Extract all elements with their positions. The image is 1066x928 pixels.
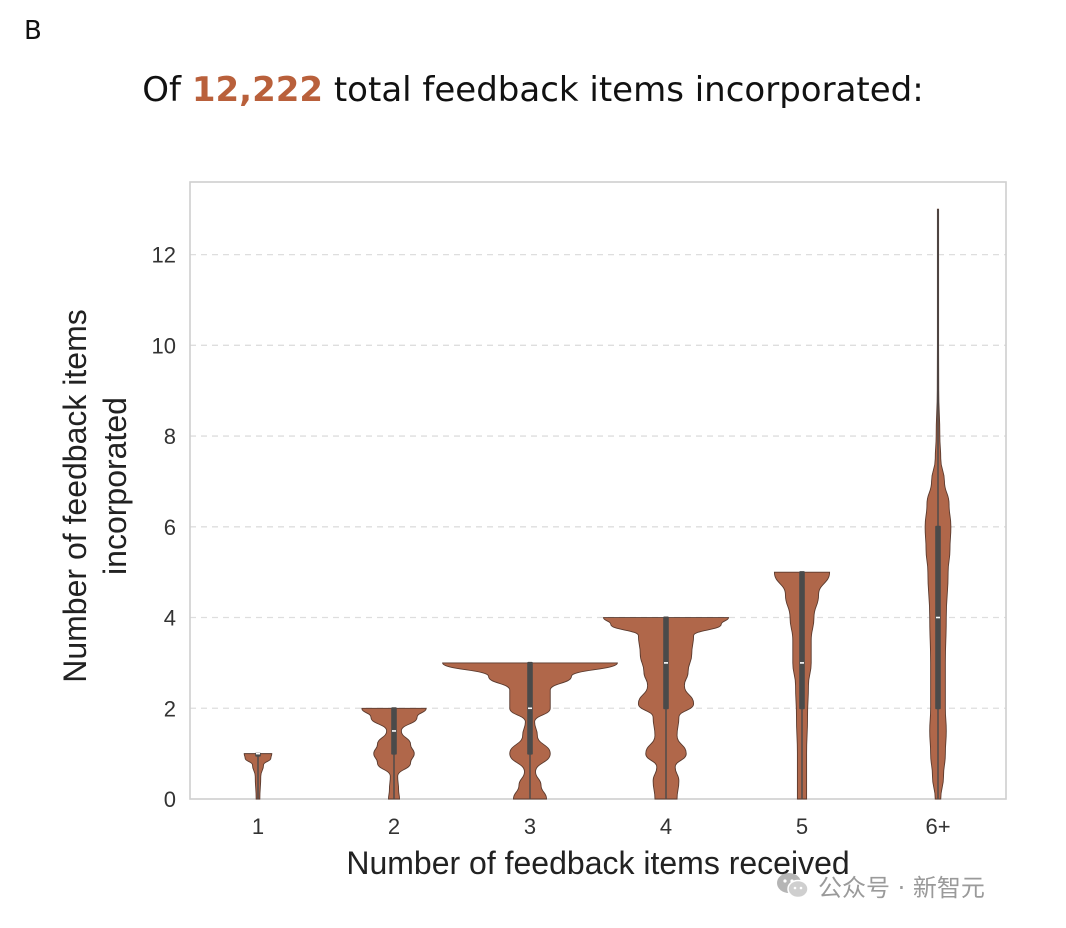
- violin-iqr-5: [799, 571, 805, 710]
- y-tick-label-2: 2: [164, 696, 176, 721]
- violins: [243, 208, 952, 800]
- y-axis-label-line1: Number of feedback items: [57, 309, 93, 683]
- y-tick-label-4: 4: [164, 606, 176, 631]
- x-tick-label-3: 3: [524, 814, 536, 839]
- x-axis-label: Number of feedback items received: [346, 845, 849, 881]
- y-tick-label-6: 6: [164, 515, 176, 540]
- panel-label: B: [24, 16, 42, 46]
- x-tick-label-5: 5: [796, 814, 808, 839]
- x-tick-label-6+: 6+: [925, 814, 950, 839]
- y-tick-label-10: 10: [152, 333, 176, 358]
- watermark-text: 公众号 · 新智元: [818, 874, 985, 902]
- y-tick-label-0: 0: [164, 787, 176, 812]
- watermark: 公众号 · 新智元: [776, 868, 985, 903]
- wechat-icon: [777, 872, 809, 898]
- x-tick-label-2: 2: [388, 814, 400, 839]
- chart-title: Of 12,222 total feedback items incorpora…: [0, 70, 1066, 110]
- y-tick-labels: 0 2 4 6 8 10 12: [152, 243, 176, 812]
- title-prefix: Of: [142, 70, 192, 110]
- y-tick-label-8: 8: [164, 424, 176, 449]
- plot-frame: [189, 181, 1007, 800]
- y-tick-label-12: 12: [152, 243, 176, 268]
- title-suffix: total feedback items incorporated:: [323, 70, 924, 110]
- title-highlight-count: 12,222: [191, 70, 324, 110]
- y-axis-label-line2: incorporated: [97, 397, 133, 575]
- grid-lines: [190, 253, 1006, 709]
- x-tick-label-4: 4: [660, 814, 672, 839]
- x-tick-labels: 1 2 3 4 5 6+: [252, 814, 951, 839]
- x-tick-label-1: 1: [252, 814, 264, 839]
